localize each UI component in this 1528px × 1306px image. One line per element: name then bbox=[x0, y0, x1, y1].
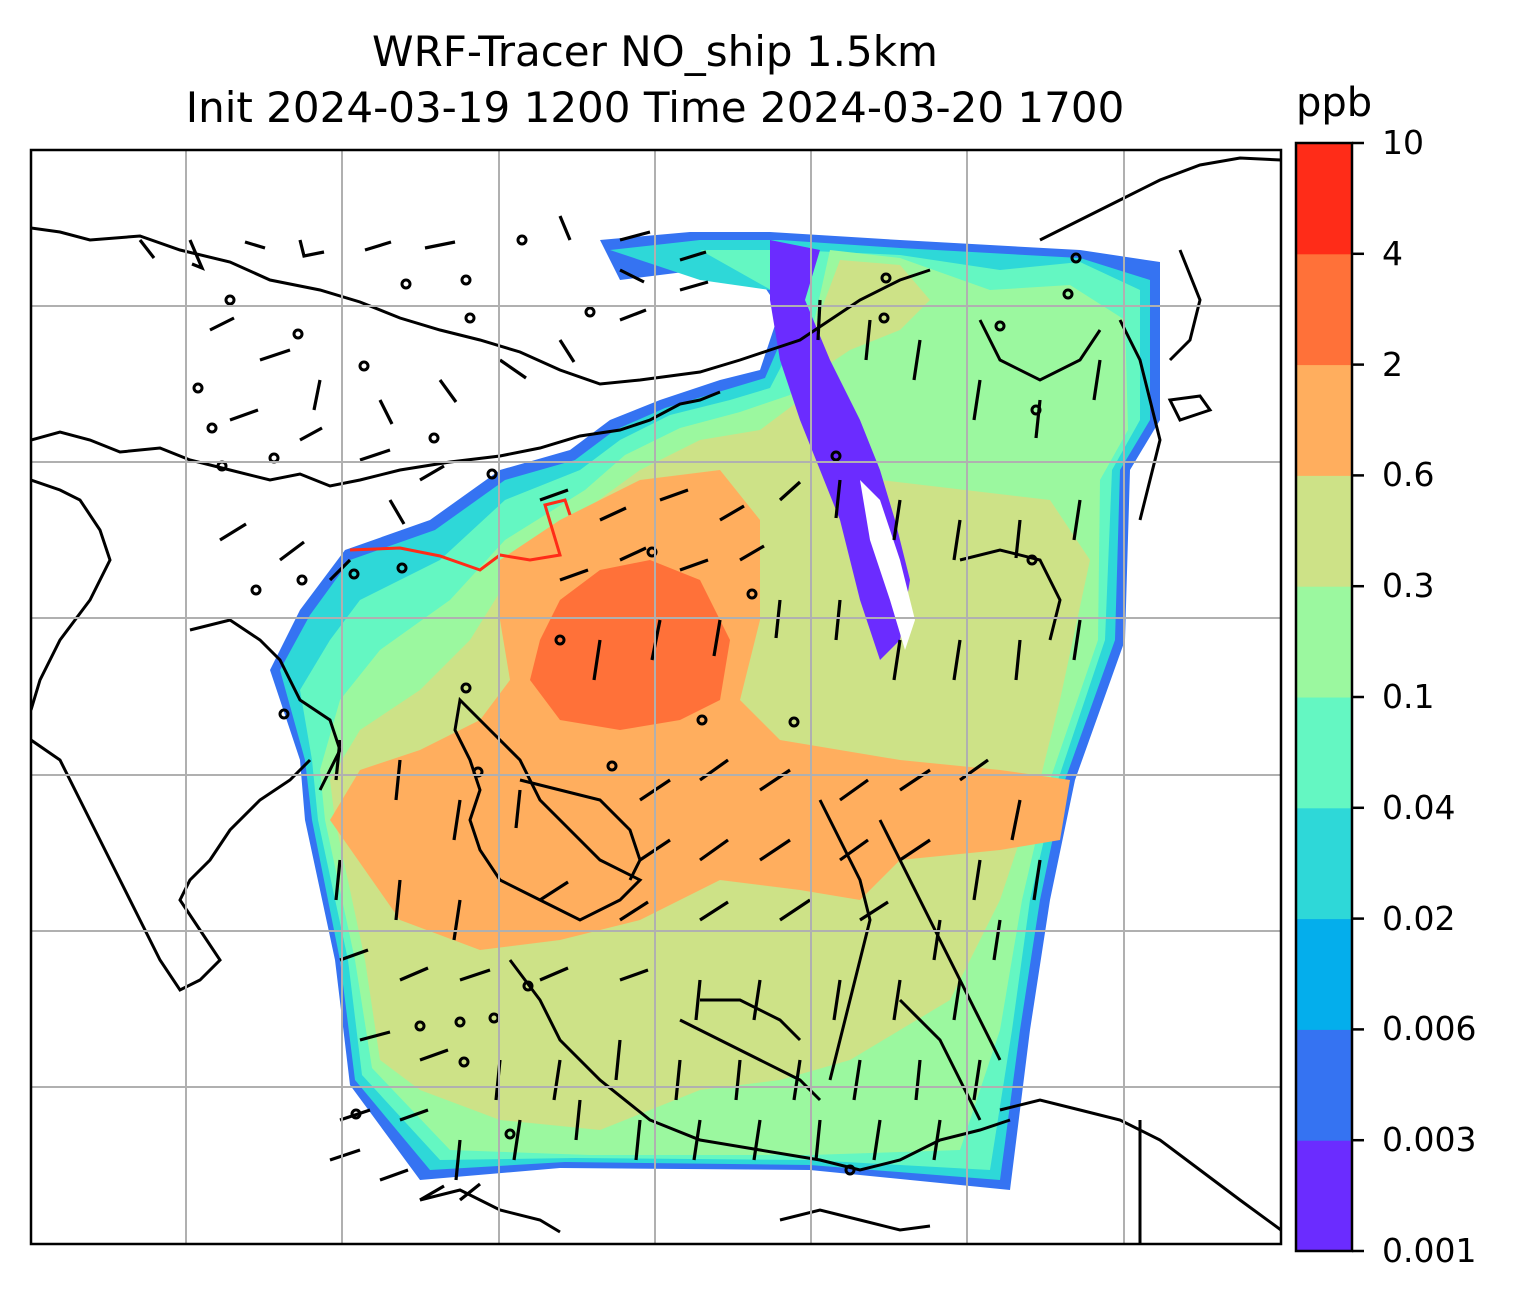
colorbar bbox=[1294, 141, 1364, 1253]
colorbar-band bbox=[1296, 364, 1352, 476]
colorbar-band bbox=[1296, 475, 1352, 587]
map-title-line2: Init 2024-03-19 1200 Time 2024-03-20 170… bbox=[185, 83, 1125, 132]
map-frame bbox=[29, 148, 1283, 1246]
field-white-gap bbox=[860, 480, 915, 650]
colorbar-tick-label: 0.001 bbox=[1382, 1231, 1477, 1270]
colorbar-bands bbox=[1296, 143, 1352, 1252]
gridlines bbox=[31, 150, 1281, 1244]
colorbar-tick-label: 0.3 bbox=[1382, 566, 1435, 606]
map-title-line1: WRF-Tracer NO_ship 1.5km bbox=[372, 27, 938, 76]
colorbar-tick-label: 0.6 bbox=[1382, 455, 1435, 495]
colorbar-ticks bbox=[1352, 141, 1364, 1253]
colorbar-band bbox=[1296, 918, 1352, 1030]
colorbar-band bbox=[1296, 807, 1352, 920]
tracer-field bbox=[270, 232, 1160, 1190]
colorbar-tick-label: 4 bbox=[1382, 233, 1403, 273]
colorbar-band bbox=[1296, 697, 1352, 809]
colorbar-band bbox=[1296, 143, 1352, 255]
colorbar-tick-label: 0.1 bbox=[1382, 677, 1435, 716]
colorbar-tick-label: 2 bbox=[1382, 344, 1403, 384]
coastlines bbox=[31, 156, 1281, 1244]
colorbar-tick-label: 0.006 bbox=[1382, 1009, 1477, 1049]
colorbar-band bbox=[1296, 253, 1352, 366]
map-area bbox=[31, 150, 1281, 1244]
colorbar-unit-label: ppb bbox=[1296, 80, 1373, 126]
colorbar-band bbox=[1296, 1029, 1352, 1141]
colorbar-tick-label: 0.04 bbox=[1382, 787, 1456, 827]
colorbar-tick-label: 0.02 bbox=[1382, 898, 1456, 938]
colorbar-tick-label: 10 bbox=[1382, 123, 1424, 162]
colorbar-band bbox=[1296, 1140, 1352, 1252]
colorbar-tick-label: 0.003 bbox=[1382, 1120, 1477, 1160]
colorbar-band bbox=[1296, 586, 1352, 698]
calm-wind-markers bbox=[192, 234, 1082, 1176]
field-red-edge bbox=[349, 498, 572, 572]
field-level-4 bbox=[530, 560, 730, 730]
